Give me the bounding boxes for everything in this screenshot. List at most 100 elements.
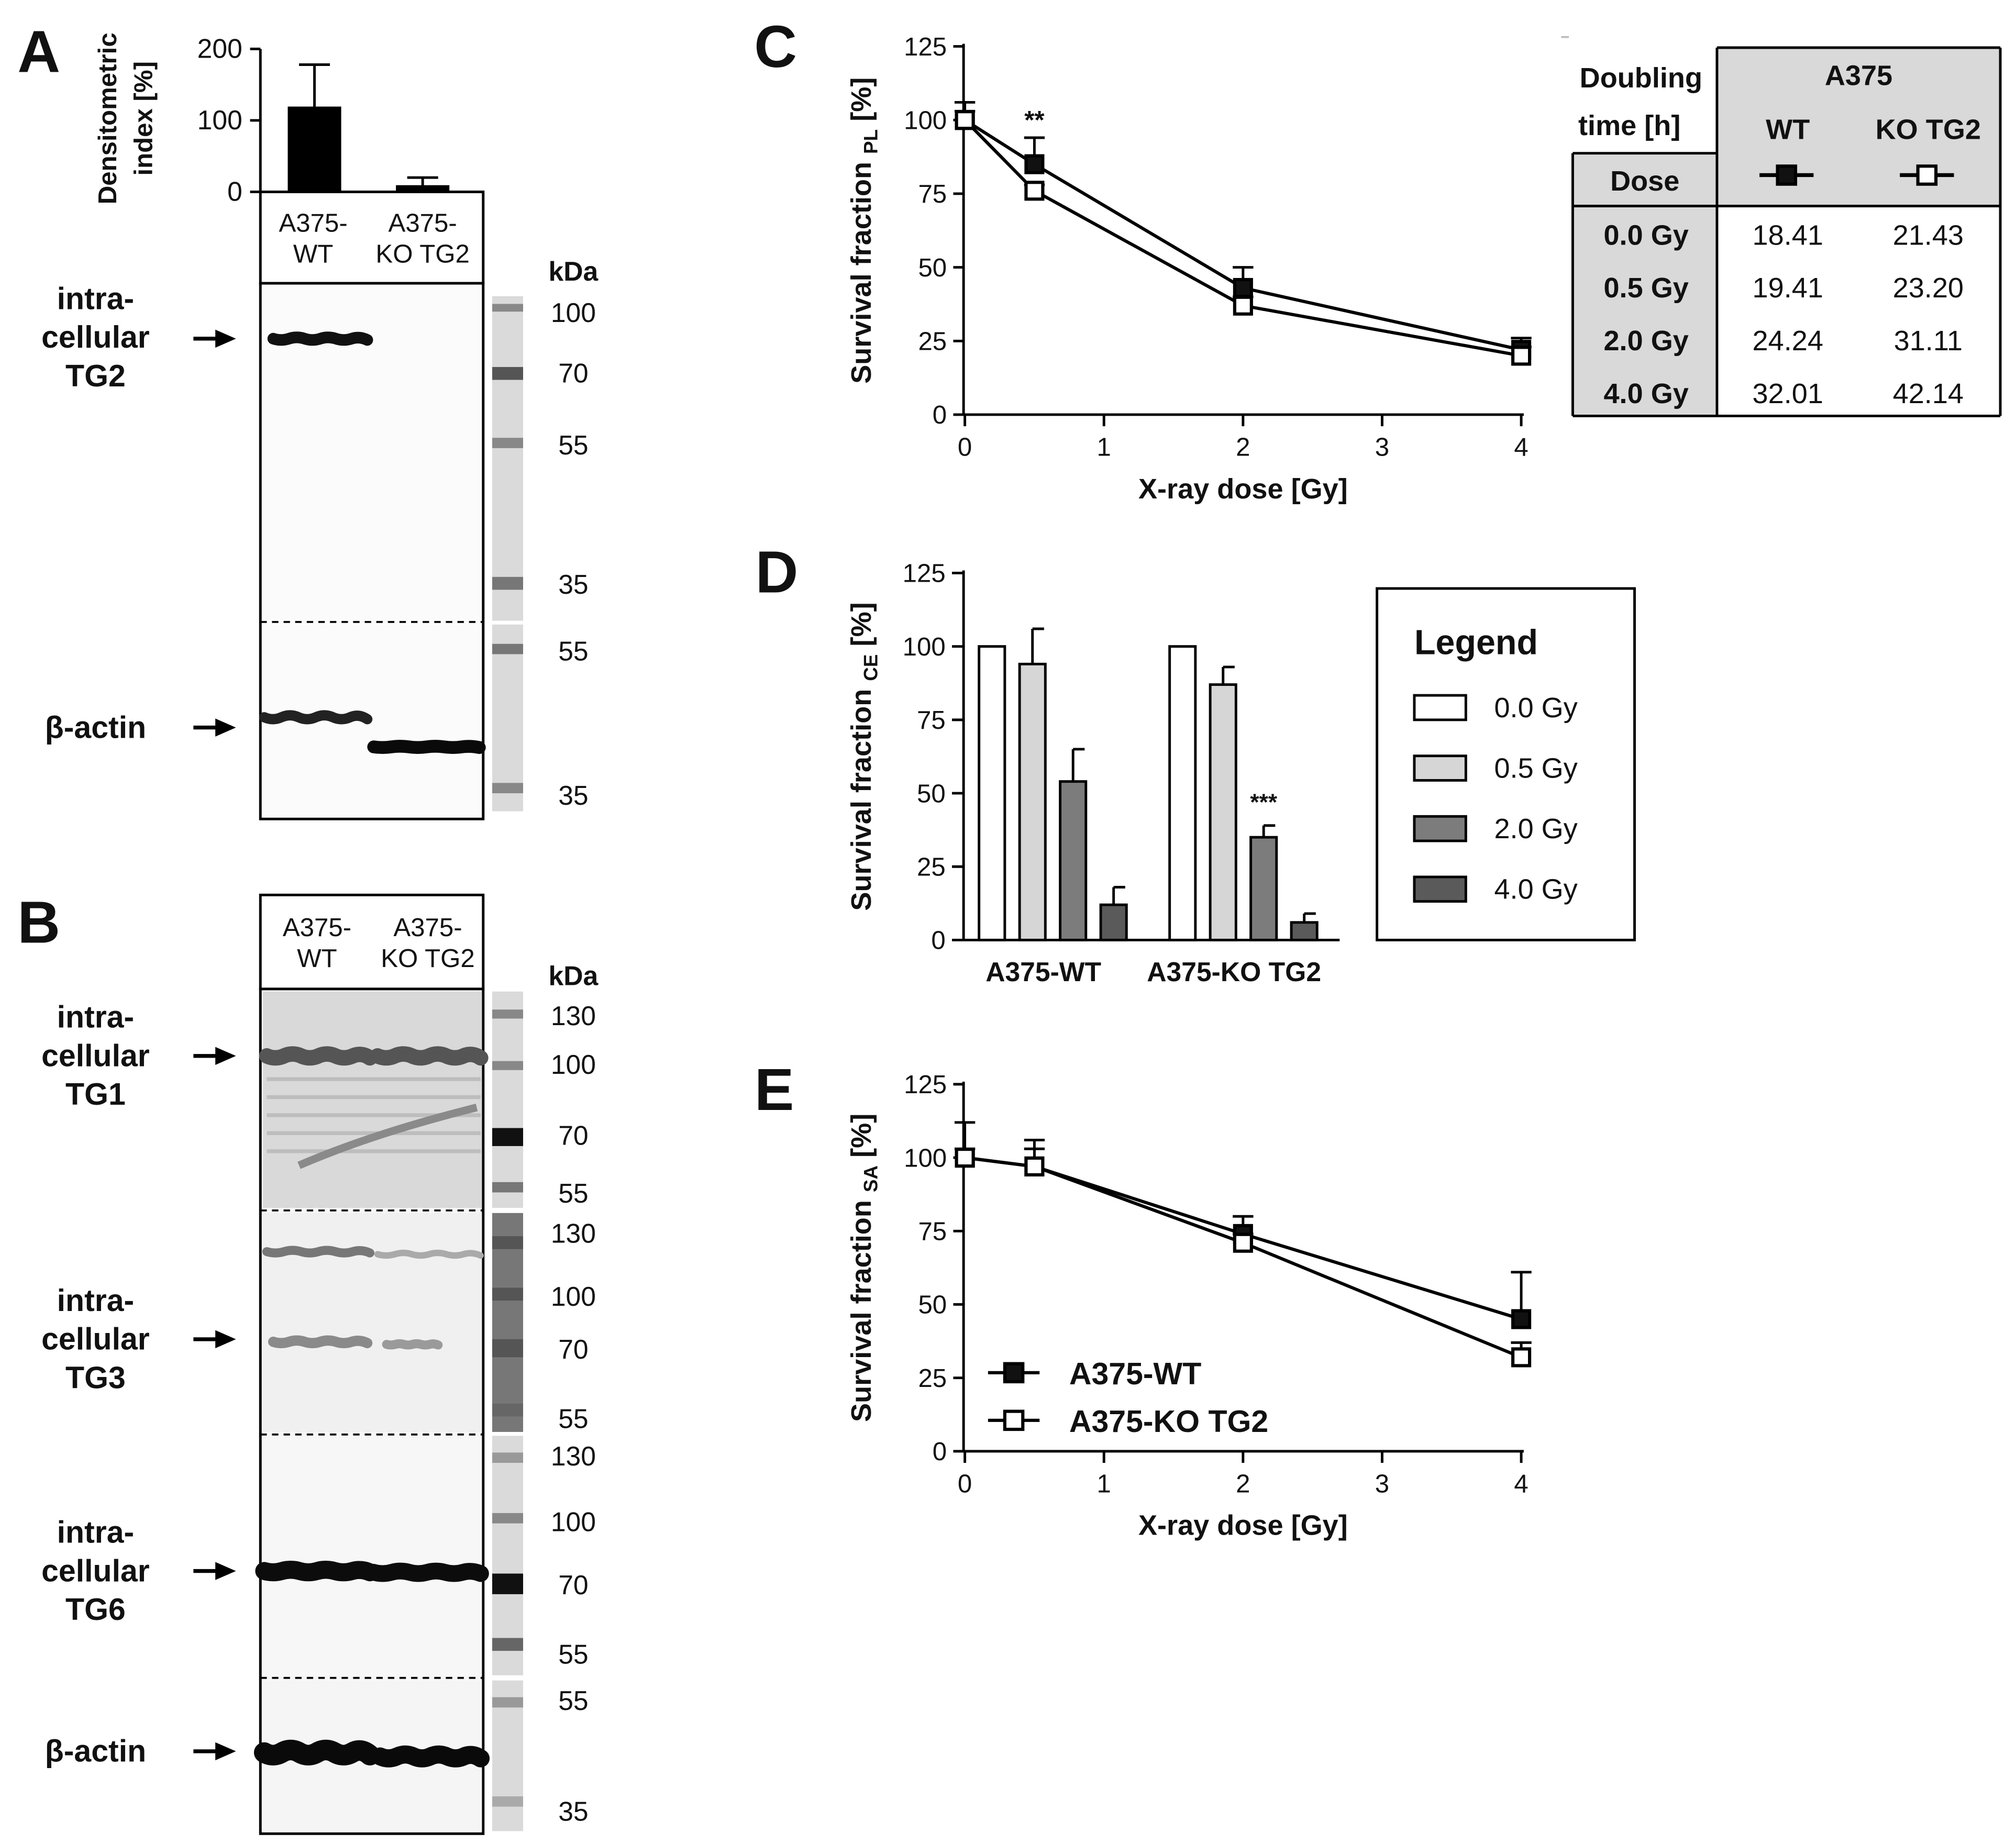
y-tick-label: 25 bbox=[918, 327, 947, 356]
legend-label: 0.0 Gy bbox=[1494, 692, 1577, 724]
blot-tg6-bg bbox=[263, 1436, 482, 1675]
panel-a-bar-chart: 0 100 200 Densitometric index [%] bbox=[93, 32, 483, 207]
target-label: β-actin bbox=[45, 1734, 146, 1769]
ladder-band bbox=[492, 1287, 523, 1301]
ladder-band bbox=[492, 1638, 523, 1651]
ladder-tg6 bbox=[492, 1436, 523, 1675]
ladder-band bbox=[492, 1213, 523, 1432]
y-axis-label: Survival fraction SA [%] bbox=[846, 1114, 881, 1422]
mw-marker: 55 bbox=[558, 430, 588, 460]
y-tick-label: 100 bbox=[197, 105, 242, 135]
y-tick-label: 0 bbox=[933, 1437, 947, 1466]
table-body-bg bbox=[1716, 206, 2001, 416]
x-tick-label: 4 bbox=[1514, 1470, 1528, 1498]
legend-label: 0.5 Gy bbox=[1494, 753, 1577, 784]
target-label: TG3 bbox=[65, 1360, 126, 1395]
table-col-header: WT bbox=[1766, 114, 1810, 146]
table-dose-col-bg bbox=[1572, 153, 1717, 416]
legend-label: A375-WT bbox=[1069, 1357, 1202, 1391]
data-point bbox=[1024, 181, 1045, 201]
mw-marker: 35 bbox=[558, 1796, 588, 1827]
lane-label: A375- bbox=[393, 913, 462, 942]
y-axis-label-tail: [%] bbox=[846, 1114, 877, 1165]
legend-marker bbox=[1003, 1409, 1025, 1431]
table-group-header: A375 bbox=[1825, 60, 1892, 91]
bar bbox=[978, 645, 1006, 941]
band-tg1-ko bbox=[370, 1046, 489, 1066]
mw-marker: 100 bbox=[551, 1506, 596, 1537]
legend-e: A375-WT A375-KO TG2 bbox=[988, 1357, 1268, 1439]
mw-marker: 70 bbox=[558, 1120, 588, 1150]
y-axis-label-sub: PL bbox=[860, 129, 881, 154]
lane-header-box bbox=[259, 893, 485, 991]
x-tick-label: 2 bbox=[1236, 433, 1250, 462]
target-label: cellular bbox=[41, 1038, 150, 1073]
data-point bbox=[1511, 1309, 1532, 1329]
series-open bbox=[954, 109, 1532, 366]
ladder-band bbox=[492, 1339, 523, 1358]
y-tick-label: 75 bbox=[918, 180, 947, 208]
panel-e-line-chart: 0 25 50 75 100 125 0 1 2 3 4 X-ray dose [Gy] Surviva… bbox=[846, 1070, 1532, 1541]
y-axis-label-main: Survival fraction bbox=[846, 681, 877, 911]
ladder-band bbox=[492, 1009, 523, 1019]
panel-letter-c: C bbox=[754, 14, 797, 80]
x-tick-label: 1 bbox=[1097, 433, 1111, 462]
x-tick-label: 0 bbox=[958, 1470, 972, 1498]
target-label: TG6 bbox=[65, 1592, 126, 1627]
data-point bbox=[1511, 1347, 1532, 1368]
x-tick-label: 0 bbox=[958, 433, 972, 462]
y-tick-label: 75 bbox=[917, 706, 946, 735]
panel-c-line-chart: 0 25 50 75 100 125 0 1 2 3 4 X-ray dose [Gy] Surviva… bbox=[846, 32, 1532, 505]
legend-swatch bbox=[1413, 754, 1467, 782]
band-actin-wt bbox=[253, 1739, 380, 1765]
data-point bbox=[1024, 1156, 1045, 1176]
blot-tg1-bg bbox=[263, 991, 482, 1208]
y-tick-label: 100 bbox=[904, 106, 947, 135]
kda-label: kDa bbox=[549, 961, 599, 991]
band-tg6-wt bbox=[255, 1560, 379, 1582]
y-tick-label: 125 bbox=[904, 32, 947, 61]
y-tick-label: 50 bbox=[918, 253, 947, 282]
arrow-head bbox=[215, 718, 236, 737]
data-point bbox=[955, 1148, 975, 1168]
table-value-cell: 32.01 bbox=[1753, 378, 1823, 409]
arrow-head bbox=[215, 1742, 236, 1761]
lane-label: WT bbox=[293, 240, 333, 269]
band-tg3-ko bbox=[382, 1339, 443, 1350]
data-point bbox=[955, 110, 975, 130]
ladder-lane-bg bbox=[492, 991, 523, 1208]
panel-letter-a: A bbox=[17, 19, 60, 85]
y-axis-label-sub: SA bbox=[860, 1165, 881, 1192]
ladder-band bbox=[492, 1573, 523, 1594]
legend-d: Legend 0.0 Gy 0.5 Gy 2.0 Gy 4.0 Gy bbox=[1376, 587, 1636, 941]
x-tick-label: 4 bbox=[1514, 433, 1528, 462]
y-axis-label: Survival fraction CE [%] bbox=[846, 602, 881, 910]
ladder-band bbox=[492, 1697, 523, 1708]
band-tg3-upper-wt bbox=[262, 1246, 374, 1258]
blot-frame bbox=[259, 282, 485, 820]
y-axis-label: Densitometric bbox=[93, 32, 122, 204]
target-label: intra- bbox=[57, 281, 135, 316]
mw-marker: 55 bbox=[558, 1685, 588, 1716]
ladder-band bbox=[492, 1182, 523, 1193]
table-value-cell: 23.20 bbox=[1893, 272, 1964, 304]
ladder-band bbox=[492, 576, 523, 590]
y-tick-label: 125 bbox=[904, 1070, 947, 1099]
mw-marker: 35 bbox=[558, 780, 588, 810]
table-header-bg bbox=[1716, 48, 2001, 206]
ladder-lane-bg bbox=[492, 296, 523, 621]
table-dose-header: Dose bbox=[1610, 165, 1679, 197]
y-tick-label: 125 bbox=[903, 559, 946, 588]
mw-marker: 100 bbox=[551, 297, 596, 328]
mw-marker: 55 bbox=[558, 1404, 588, 1434]
band-actin-ko bbox=[367, 739, 486, 754]
x-tick-label: A375-WT bbox=[985, 957, 1101, 987]
lane-label: WT bbox=[297, 944, 337, 973]
ladder-band bbox=[492, 304, 523, 312]
y-axis-label: index [%] bbox=[129, 61, 158, 176]
table-corner-label: time [h] bbox=[1578, 110, 1680, 141]
series-filled bbox=[954, 101, 1532, 360]
mw-marker: 70 bbox=[558, 1334, 588, 1364]
significance-mark: *** bbox=[1250, 790, 1277, 815]
